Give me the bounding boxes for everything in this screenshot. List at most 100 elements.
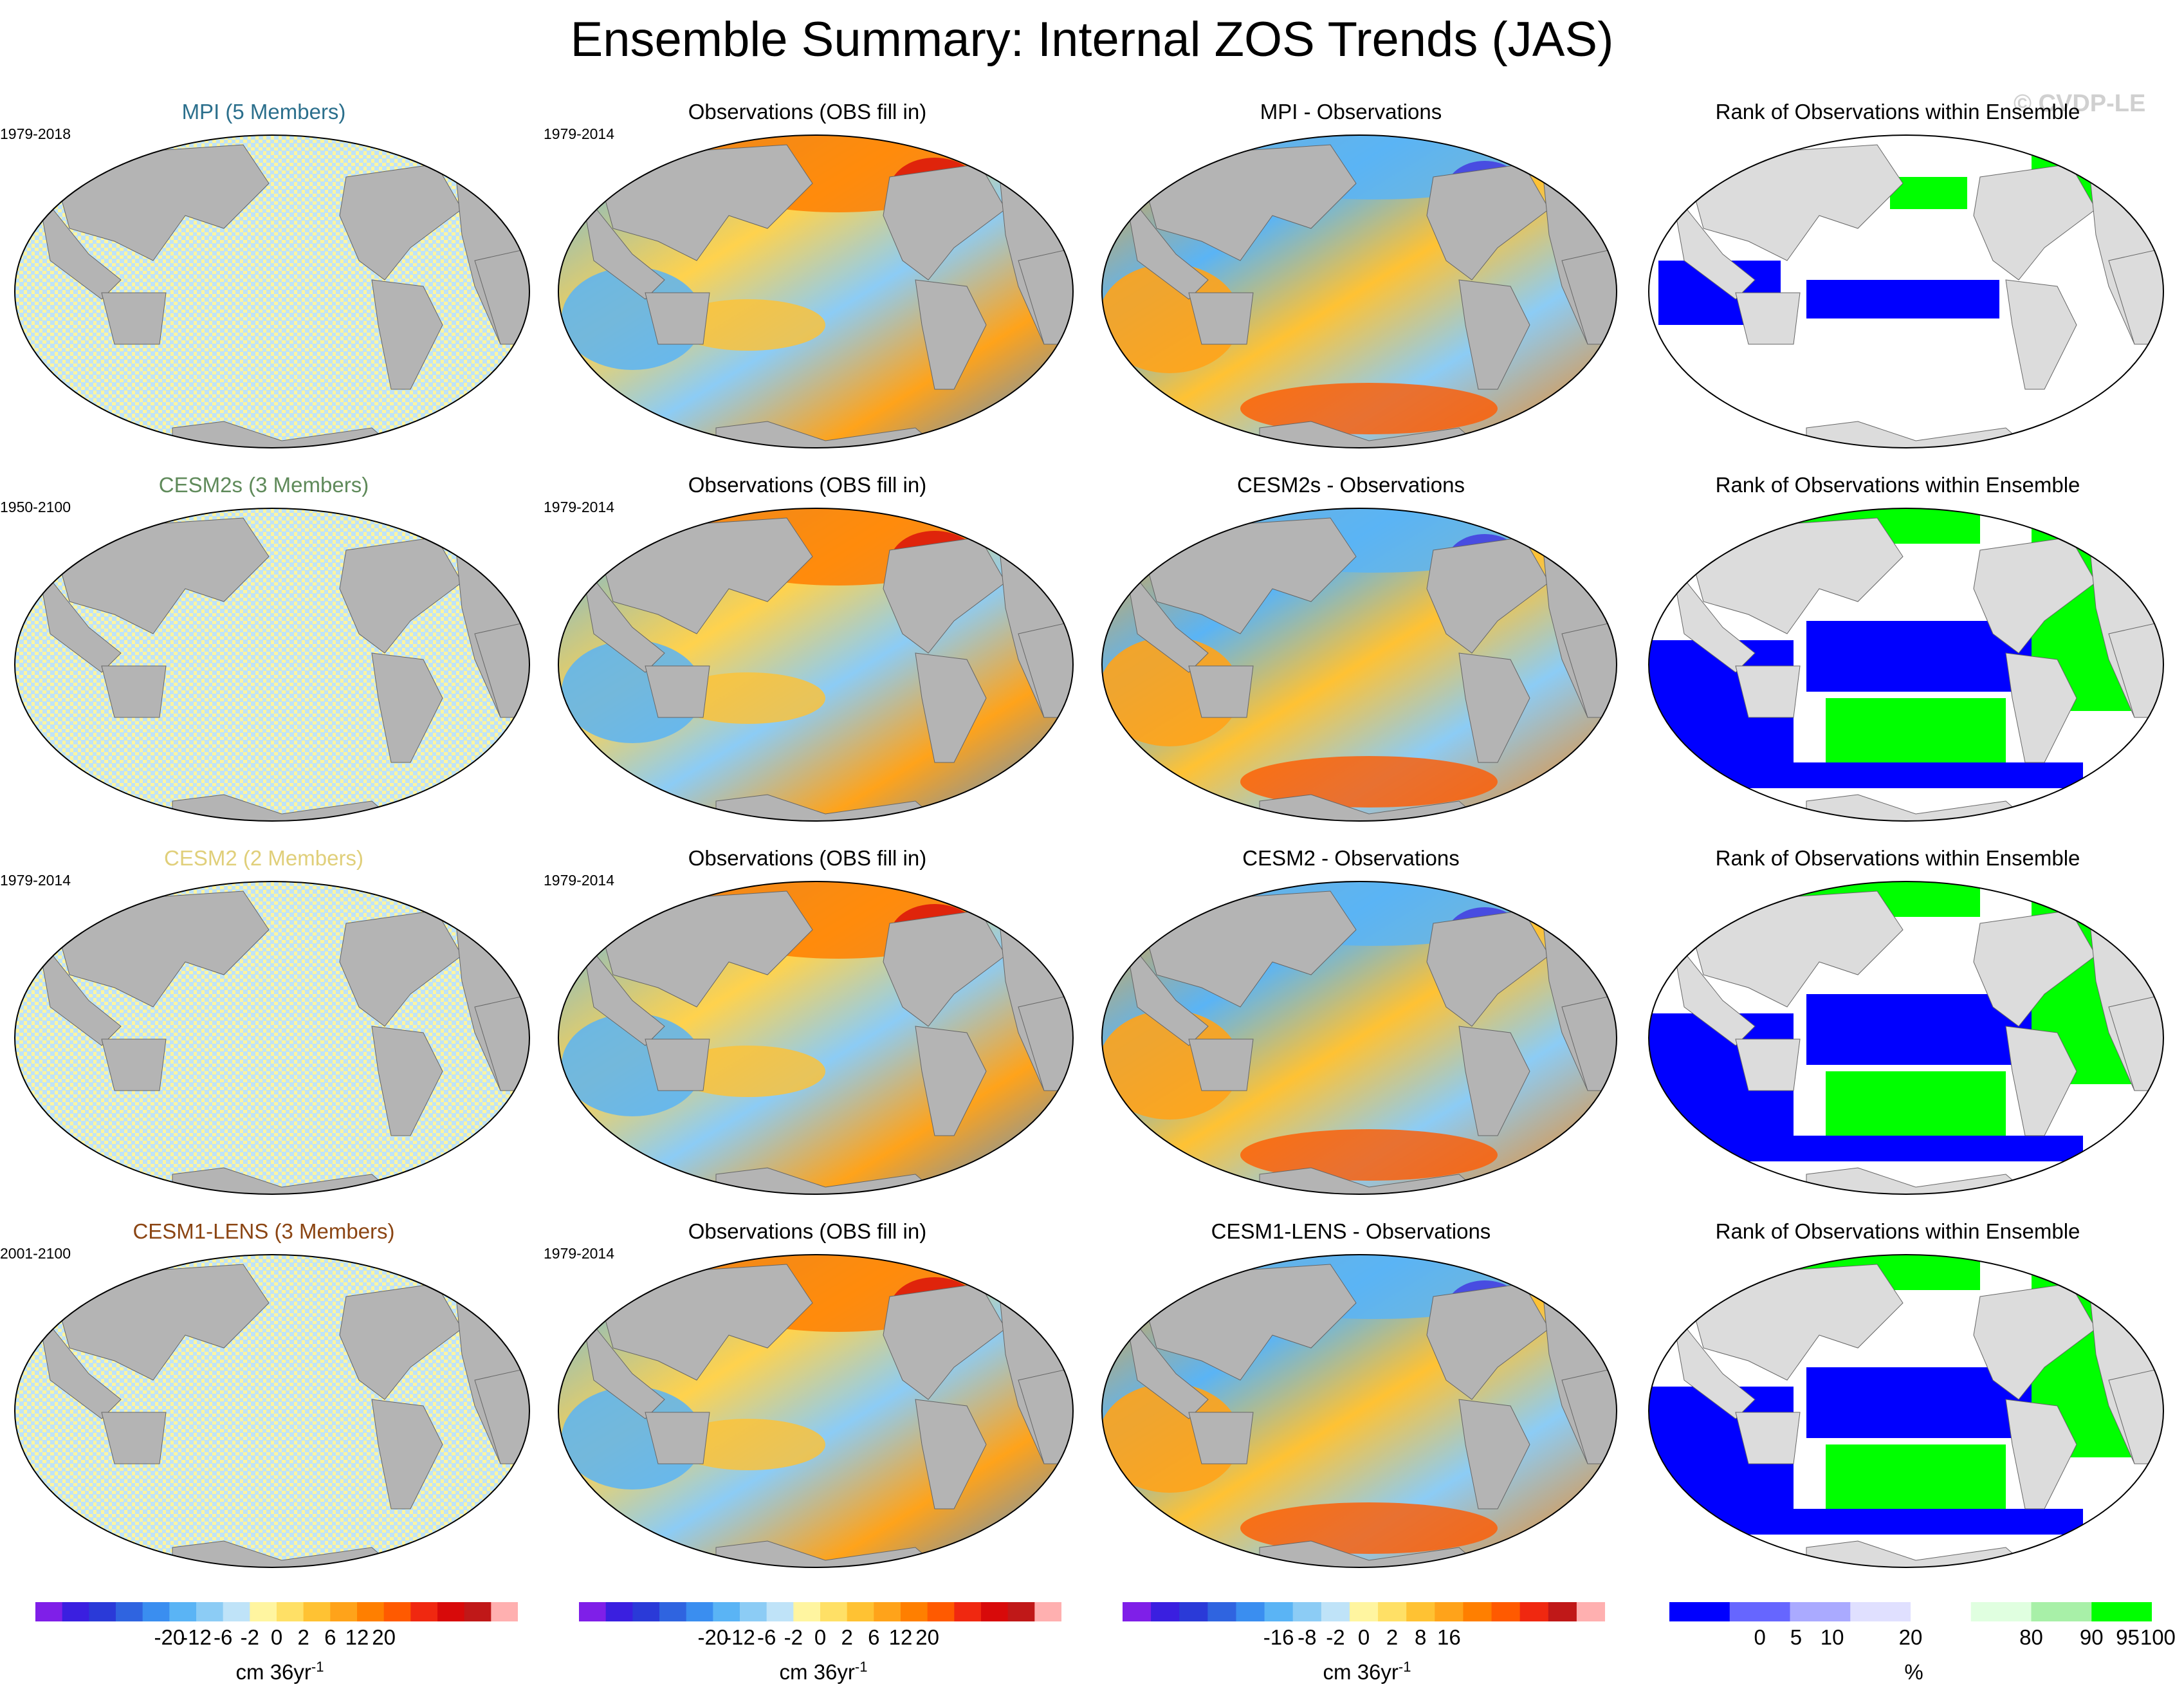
panel-model-row2: CESM2s (3 Members) 1950-2100 [0, 473, 530, 833]
colorbar-swatch [357, 1602, 385, 1621]
panel-title: CESM2s - Observations [1237, 473, 1465, 497]
map-container [12, 878, 533, 1197]
colorbar-swatches [1123, 1602, 1605, 1621]
map-container [12, 1251, 533, 1570]
colorbar-tick-label: 6 [324, 1625, 336, 1649]
colorbar-swatch [927, 1602, 955, 1621]
panel-title: Rank of Observations within Ensemble [1715, 846, 2080, 870]
colorbar-swatch [901, 1602, 928, 1621]
colorbar-swatch [1576, 1602, 1605, 1621]
colorbar-swatch [1970, 1602, 2032, 1621]
map-container [12, 132, 533, 450]
colorbar-swatch [579, 1602, 607, 1621]
map-container [555, 132, 1076, 450]
colorbar-units: cm 36yr-1 [579, 1659, 1068, 1684]
colorbar-tick-label: -20 [154, 1625, 185, 1649]
colorbar-swatch [1236, 1602, 1265, 1621]
panel-title: Rank of Observations within Ensemble [1715, 100, 2080, 124]
period-label: 2001-2100 [0, 1245, 71, 1262]
colorbar-tick-label: -6 [213, 1625, 233, 1649]
panel-rank-row4: Rank of Observations within Ensemble [1634, 1219, 2164, 1580]
panel-title: CESM1-LENS (3 Members) [133, 1219, 395, 1243]
panel-diff-row3: CESM2 - Observations [1087, 846, 1617, 1206]
colorbar-swatch [2031, 1602, 2092, 1621]
colorbar-swatch [89, 1602, 116, 1621]
colorbar-swatch [1406, 1602, 1435, 1621]
colorbar-swatch [632, 1602, 660, 1621]
panel-title: CESM2s (3 Members) [158, 473, 369, 497]
colorbar-tick-label: 0 [1357, 1625, 1370, 1649]
panel-obs-row1: Observations (OBS fill in) 1979-2014 [544, 100, 1074, 460]
panel-title: CESM2 (2 Members) [164, 846, 363, 870]
period-label: 1979-2014 [0, 872, 71, 889]
panel-model-row1: MPI (5 Members) 1979-2018 [0, 100, 530, 460]
colorbar-swatch [62, 1602, 89, 1621]
panel-title: Rank of Observations within Ensemble [1715, 1219, 2080, 1243]
period-label: 1950-2100 [0, 499, 71, 515]
colorbar-units-exponent: -1 [1398, 1659, 1411, 1675]
colorbar-tick-label: -6 [757, 1625, 776, 1649]
colorbar-swatch [1321, 1602, 1350, 1621]
colorbar-tick-label: 95 [2116, 1625, 2140, 1649]
colorbar-swatch [1491, 1602, 1521, 1621]
panel-model-row4: CESM1-LENS (3 Members) 2001-2100 [0, 1219, 530, 1580]
colorbar-tick-label: -2 [240, 1625, 259, 1649]
colorbar-swatch [1790, 1602, 1851, 1621]
colorbar-units-text: cm 36yr [235, 1660, 311, 1684]
obs-map [558, 508, 1074, 822]
colorbar-tick-label: 20 [915, 1625, 940, 1649]
colorbar-swatch [277, 1602, 304, 1621]
panel-title: CESM2 - Observations [1242, 846, 1460, 870]
obs-map [558, 134, 1074, 448]
colorbar-swatch [1007, 1602, 1035, 1621]
map-container [1646, 878, 2167, 1197]
colorbar-4: 0 5 10 20 80 90 95 100% [1669, 1602, 2176, 1692]
panel-diff-row1: MPI - Observations [1087, 100, 1617, 460]
colorbar-swatch [142, 1602, 170, 1621]
colorbar-swatch [740, 1602, 767, 1621]
colorbar-swatch [605, 1602, 633, 1621]
panel-diff-row4: CESM1-LENS - Observations [1087, 1219, 1617, 1580]
rank-map [1648, 1254, 2164, 1568]
colorbar-tick-label: 2 [841, 1625, 853, 1649]
map-container [555, 505, 1076, 824]
map-container [1099, 1251, 1620, 1570]
panel-title: Rank of Observations within Ensemble [1715, 473, 2080, 497]
colorbar-tick-label: 20 [372, 1625, 396, 1649]
colorbar-tick-label: -12 [724, 1625, 755, 1649]
map-container [1099, 505, 1620, 824]
map-container [1099, 878, 1620, 1197]
colorbar-tick-label: 90 [2079, 1625, 2104, 1649]
colorbar-tick-label: 6 [868, 1625, 880, 1649]
model-map [14, 134, 530, 448]
model-map [14, 508, 530, 822]
colorbar-swatch [1850, 1602, 1911, 1621]
colorbar-units: cm 36yr-1 [1123, 1659, 1611, 1684]
panel-title: CESM1-LENS - Observations [1211, 1219, 1491, 1243]
colorbar-swatch [1179, 1602, 1208, 1621]
colorbar-swatch [491, 1602, 518, 1621]
colorbar-units: cm 36yr-1 [35, 1659, 524, 1684]
colorbar-tick-label: 12 [888, 1625, 913, 1649]
map-container [555, 1251, 1076, 1570]
panel-model-row3: CESM2 (2 Members) 1979-2014 [0, 846, 530, 1206]
panel-obs-row3: Observations (OBS fill in) 1979-2014 [544, 846, 1074, 1206]
panel-obs-row2: Observations (OBS fill in) 1979-2014 [544, 473, 1074, 833]
colorbar-swatch [1729, 1602, 1790, 1621]
colorbar-tick-label: 20 [1898, 1625, 1923, 1649]
colorbar-swatch [1349, 1602, 1379, 1621]
map-container [1099, 132, 1620, 450]
map-container [555, 878, 1076, 1197]
colorbar-units-exponent: -1 [854, 1659, 868, 1675]
colorbar-swatch [1463, 1602, 1492, 1621]
colorbar-swatches [35, 1602, 518, 1621]
panel-title: MPI - Observations [1260, 100, 1442, 124]
period-label: 1979-2018 [0, 125, 71, 142]
colorbar-tick-label: 80 [2019, 1625, 2043, 1649]
colorbar-swatch [1292, 1602, 1322, 1621]
colorbar-tick-label: -12 [181, 1625, 212, 1649]
colorbar-3: -16 -8 -2 0 2 8 16 cm 36yr-1 [1123, 1602, 1611, 1692]
panel-obs-row4: Observations (OBS fill in) 1979-2014 [544, 1219, 1074, 1580]
colorbar-swatch [196, 1602, 224, 1621]
rank-map [1648, 881, 2164, 1195]
